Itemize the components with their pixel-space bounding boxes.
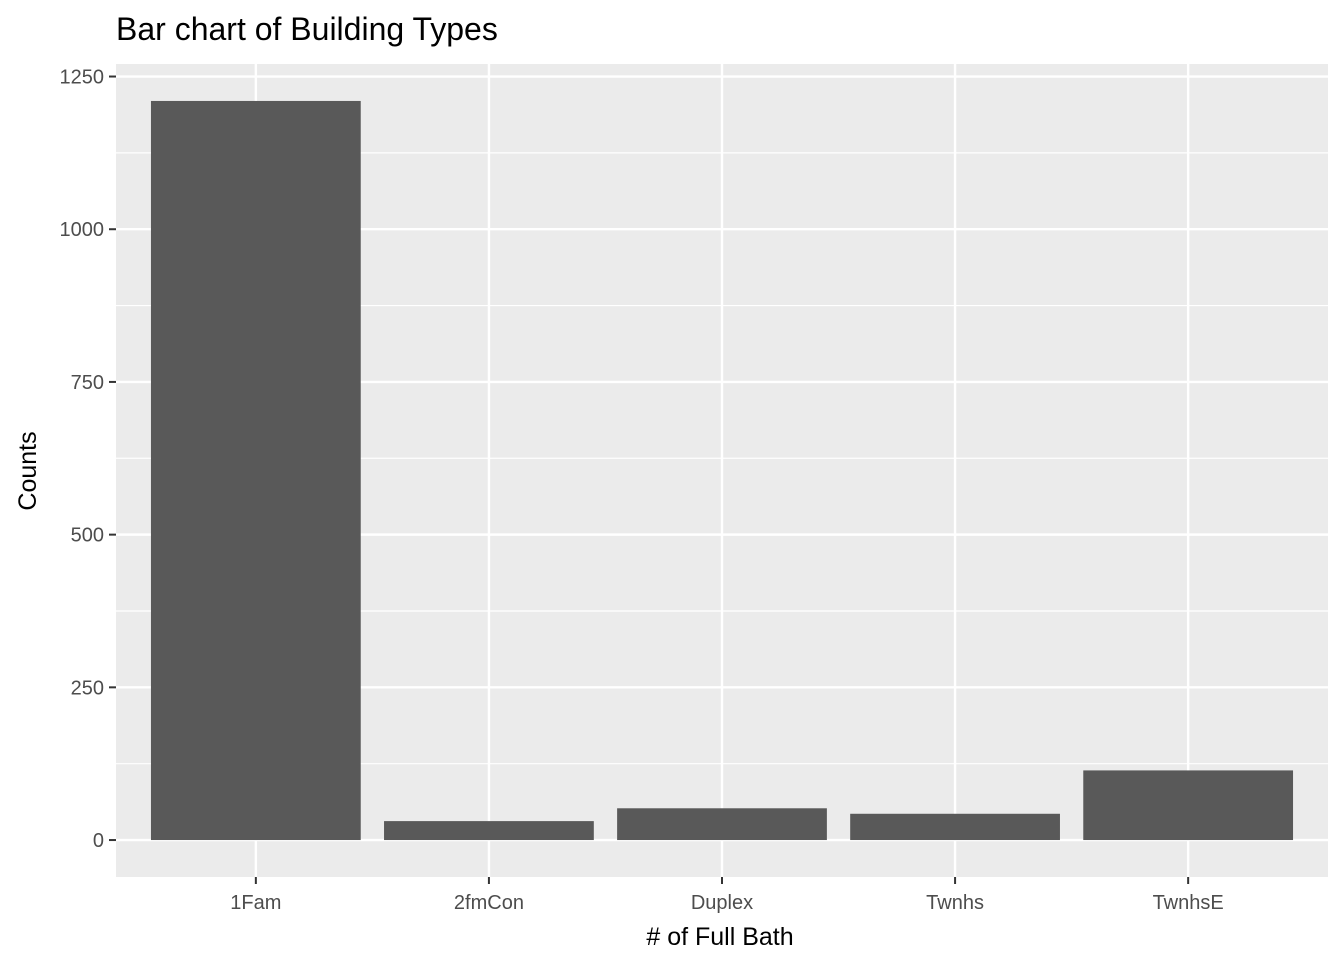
y-tick-label: 1250 <box>60 67 105 89</box>
bars <box>150 100 1294 841</box>
bar-duplex <box>617 808 827 841</box>
y-tick-label: 750 <box>71 372 104 394</box>
bar-twnhs <box>850 813 1060 841</box>
bar-1fam <box>150 100 361 841</box>
y-axis: 0 250 500 750 1000 1250 <box>60 67 116 852</box>
bar-twnhse <box>1083 770 1294 841</box>
y-tick-label: 0 <box>93 830 104 852</box>
x-tick-label: Duplex <box>691 892 753 914</box>
bar-2fmcon <box>384 821 594 841</box>
x-tick-label: 2fmCon <box>454 892 524 914</box>
x-tick-label: 1Fam <box>230 892 281 914</box>
chart-title: Bar chart of Building Types <box>116 11 498 47</box>
x-axis: 1Fam 2fmCon Duplex Twnhs TwnhsE <box>230 877 1224 914</box>
y-axis-title: Counts <box>14 431 42 510</box>
x-axis-title: # of Full Bath <box>646 923 793 951</box>
x-tick-label: TwnhsE <box>1153 892 1224 914</box>
y-tick-label: 1000 <box>60 219 105 241</box>
y-tick-label: 250 <box>71 677 104 699</box>
x-tick-label: Twnhs <box>926 892 984 914</box>
y-tick-label: 500 <box>71 525 104 547</box>
